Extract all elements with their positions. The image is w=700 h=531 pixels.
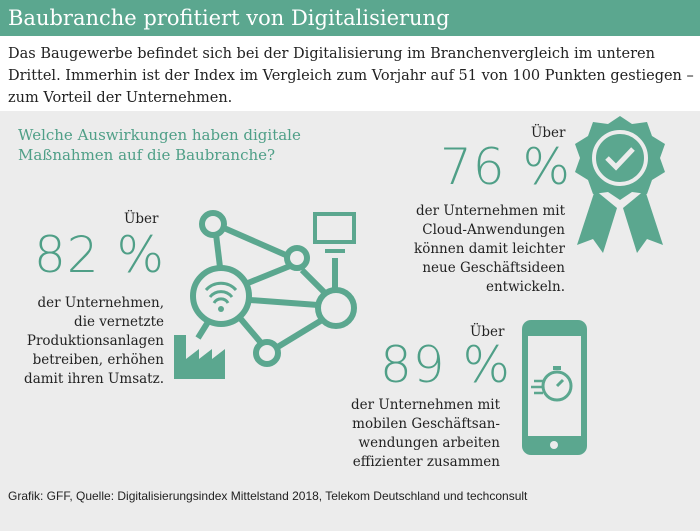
stat1-prefix: Über — [124, 211, 159, 227]
title: Baubranche profitiert von Digitalisierun… — [0, 0, 700, 36]
line: betreiben, erhöhen — [32, 352, 164, 368]
line: Cloud-Anwendungen — [422, 222, 565, 238]
question-line: Welche Auswirkungen haben digitale — [18, 126, 301, 144]
stat2-prefix: Über — [531, 125, 566, 141]
line: entwickeln. — [485, 279, 565, 295]
line: der Unternehmen, — [37, 295, 164, 311]
line: mobilen Geschäftsan- — [352, 416, 500, 432]
smartphone-stopwatch-icon — [522, 320, 587, 455]
line: können damit leichter — [414, 241, 565, 257]
line: effizienter zusammen — [352, 454, 500, 470]
line: der Unternehmen mit — [415, 203, 565, 219]
question-line: Maßnahmen auf die Baubranche? — [18, 146, 276, 164]
stat3-text: der Unternehmen mit mobilen Geschäftsan-w… — [351, 396, 500, 472]
stat3-prefix: Über — [470, 324, 505, 340]
line: neue Geschäftsideen — [422, 260, 565, 276]
question-heading: Welche Auswirkungen haben digitale Maßnah… — [18, 125, 301, 165]
line: die vernetzte — [74, 314, 164, 330]
line: wendungen arbeiten — [358, 435, 500, 451]
line: Produktionsanlagen — [26, 333, 164, 349]
stat2-text: der Unternehmen mit Cloud-Anwendungen könn… — [414, 202, 565, 297]
line: damit ihren Umsatz. — [24, 371, 164, 387]
award-badge-check-icon — [575, 116, 665, 253]
stat3-value: 89 % — [380, 336, 512, 394]
stat2-value: 76 % — [440, 138, 572, 196]
stat1-text: der Unternehmen, die vernetzte Produktions… — [24, 294, 164, 389]
line: der Unternehmen mit — [350, 397, 500, 413]
network-factory-icon — [174, 210, 357, 379]
stat1-value: 82 % — [34, 226, 166, 284]
intro-text: Das Baugewerbe befindet sich bei der Dig… — [8, 46, 694, 106]
source-note: Grafik: GFF, Quelle: Digitalisierungsind… — [8, 489, 528, 503]
